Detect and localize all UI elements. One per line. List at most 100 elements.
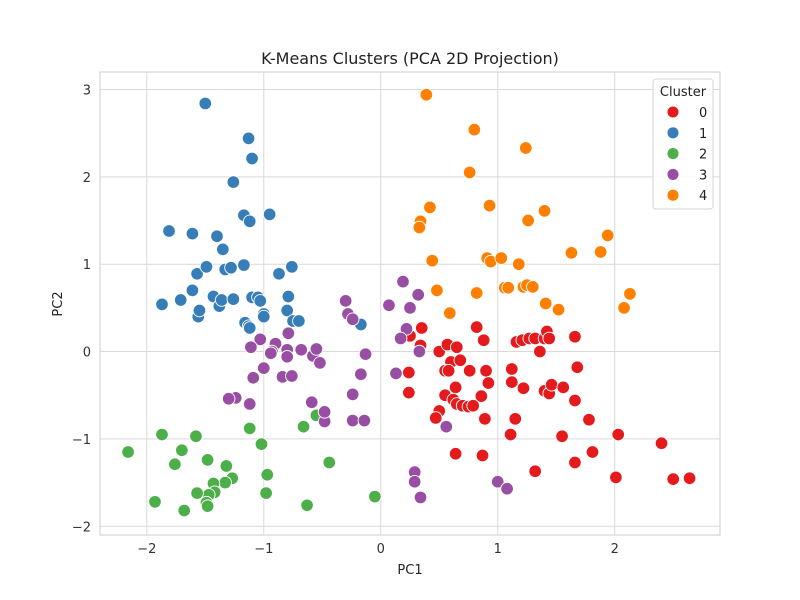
data-point bbox=[185, 283, 200, 298]
legend: Cluster 0 1 2 3 4 bbox=[652, 78, 714, 210]
data-point bbox=[254, 437, 269, 451]
data-point bbox=[317, 405, 332, 419]
data-point bbox=[199, 260, 214, 274]
x-axis-title: PC1 bbox=[397, 563, 422, 578]
x-tick-label: −1 bbox=[254, 542, 273, 557]
data-point bbox=[494, 251, 508, 265]
data-point bbox=[216, 242, 230, 257]
data-point bbox=[368, 489, 382, 504]
data-point bbox=[382, 298, 396, 312]
data-point bbox=[526, 280, 540, 294]
data-point bbox=[469, 286, 484, 300]
data-point bbox=[260, 467, 275, 482]
legend-items: 0 1 2 3 4 bbox=[666, 105, 707, 204]
data-point bbox=[623, 287, 637, 301]
data-point bbox=[537, 204, 552, 218]
data-point bbox=[568, 329, 582, 344]
data-point bbox=[556, 380, 570, 395]
data-point bbox=[345, 387, 360, 402]
data-point bbox=[570, 360, 585, 375]
series-0 bbox=[402, 320, 697, 486]
tick-labels: −2 −1 0 1 2 −2 −1 0 1 2 3 bbox=[72, 83, 619, 557]
data-point bbox=[564, 246, 579, 260]
data-point bbox=[246, 371, 260, 385]
legend-title: Cluster bbox=[660, 85, 707, 100]
data-point bbox=[423, 200, 437, 215]
data-point bbox=[237, 258, 251, 272]
data-point bbox=[479, 364, 493, 378]
data-point bbox=[338, 294, 353, 308]
data-point bbox=[262, 207, 277, 222]
data-point bbox=[162, 224, 176, 238]
y-tick-label: −2 bbox=[72, 520, 91, 535]
legend-label: 4 bbox=[699, 189, 707, 204]
data-point bbox=[503, 427, 518, 442]
chart-title: K-Means Clusters (PCA 2D Projection) bbox=[261, 49, 559, 68]
data-point bbox=[682, 471, 697, 485]
data-point bbox=[173, 293, 188, 307]
data-point bbox=[354, 367, 368, 382]
data-point bbox=[185, 226, 200, 241]
data-point bbox=[542, 331, 556, 346]
series-3 bbox=[221, 274, 514, 505]
data-point bbox=[412, 344, 427, 359]
data-point bbox=[448, 380, 463, 395]
data-point bbox=[214, 293, 229, 307]
y-tick-label: 0 bbox=[83, 346, 91, 361]
data-point bbox=[407, 474, 422, 489]
data-point bbox=[245, 151, 259, 166]
data-point bbox=[259, 486, 273, 500]
data-point bbox=[402, 385, 416, 400]
data-point bbox=[568, 455, 582, 470]
y-tick-label: 2 bbox=[83, 171, 91, 186]
data-point bbox=[294, 343, 308, 357]
data-point bbox=[219, 459, 234, 473]
data-point bbox=[450, 340, 464, 354]
data-point bbox=[403, 301, 417, 315]
data-point bbox=[226, 292, 241, 306]
data-point bbox=[190, 486, 204, 500]
data-point bbox=[168, 457, 182, 471]
data-point bbox=[462, 165, 477, 180]
data-point bbox=[490, 474, 505, 489]
data-point bbox=[242, 421, 257, 436]
data-point bbox=[322, 455, 337, 470]
data-point bbox=[505, 375, 519, 389]
data-point bbox=[272, 267, 286, 281]
data-point bbox=[476, 333, 491, 347]
data-point bbox=[296, 419, 311, 434]
data-point bbox=[585, 445, 600, 459]
data-point bbox=[467, 122, 482, 137]
data-point bbox=[654, 436, 669, 451]
data-point bbox=[198, 96, 213, 111]
data-point bbox=[512, 257, 526, 271]
data-point bbox=[538, 296, 553, 311]
data-point bbox=[345, 413, 360, 428]
data-point bbox=[425, 253, 439, 268]
data-point bbox=[568, 393, 582, 408]
data-point bbox=[280, 303, 294, 318]
x-tick-label: 0 bbox=[377, 542, 385, 557]
data-point bbox=[441, 364, 456, 378]
data-point bbox=[345, 312, 360, 326]
data-point bbox=[617, 301, 631, 315]
y-axis-title: PC2 bbox=[51, 291, 66, 316]
x-tick-label: 1 bbox=[494, 542, 502, 557]
data-point bbox=[516, 381, 531, 395]
data-point bbox=[528, 464, 542, 478]
data-point bbox=[210, 229, 224, 243]
data-point bbox=[533, 344, 547, 359]
data-point bbox=[474, 389, 489, 403]
data-point bbox=[501, 281, 516, 295]
data-point bbox=[242, 321, 257, 335]
data-point bbox=[600, 228, 615, 243]
data-point bbox=[358, 347, 373, 361]
data-point bbox=[505, 362, 519, 376]
y-tick-label: −1 bbox=[72, 433, 91, 448]
data-point bbox=[500, 481, 514, 496]
data-point bbox=[192, 303, 207, 318]
data-point bbox=[393, 331, 408, 346]
x-tick-label: −2 bbox=[137, 542, 156, 557]
data-point bbox=[177, 503, 191, 518]
data-point bbox=[411, 288, 425, 302]
